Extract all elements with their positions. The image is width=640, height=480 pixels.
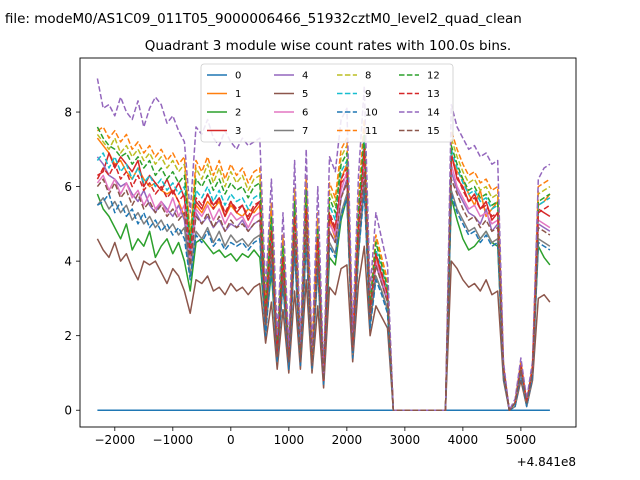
- x-tick-label: 3000: [390, 433, 421, 447]
- legend-label: 2: [235, 108, 241, 119]
- y-tick-label: 4: [64, 255, 72, 269]
- legend-label: 13: [427, 89, 440, 100]
- legend-label: 12: [427, 71, 440, 82]
- x-offset-label: +4.841e8: [517, 455, 576, 469]
- plot-frame: [79, 57, 577, 428]
- series-line-5: [96, 238, 551, 411]
- x-tick-label: −1000: [153, 433, 194, 447]
- chart-title: Quadrant 3 module wise count rates with …: [145, 38, 511, 54]
- series-line-13: [96, 148, 551, 411]
- legend-label: 11: [365, 126, 378, 137]
- legend-label: 1: [235, 89, 241, 100]
- axes-layer: −2000 −1000 0 1000 2000 3000 4000 5000 0 2 4 6 8: [64, 106, 536, 447]
- x-tick-label: −2000: [95, 433, 136, 447]
- series-line-12: [96, 126, 551, 411]
- y-tick-label: 6: [64, 180, 72, 194]
- legend-label: 6: [302, 108, 308, 119]
- legend-box: [200, 63, 454, 143]
- x-tick-label: 2000: [332, 433, 363, 447]
- x-tick-label: 0: [227, 433, 235, 447]
- series-line-15: [96, 170, 551, 411]
- legend-label: 4: [302, 71, 308, 82]
- y-tick-label: 0: [64, 404, 72, 418]
- series-line-14: [96, 78, 551, 411]
- series-line-8: [96, 126, 551, 411]
- legend-label: 10: [365, 108, 378, 119]
- legend-label: 7: [302, 126, 308, 137]
- x-tick-label: 4000: [448, 433, 479, 447]
- legend-label: 14: [427, 108, 440, 119]
- legend-label: 15: [427, 126, 440, 137]
- y-tick-label: 2: [64, 329, 72, 343]
- figure-suptitle: n file: modeM0/AS1C09_011T05_9000006466_…: [0, 11, 522, 27]
- legend-label: 3: [235, 126, 241, 137]
- y-tick-label: 8: [64, 106, 72, 120]
- series-line-10: [96, 189, 551, 411]
- x-tick-label: 1000: [274, 433, 305, 447]
- legend-label: 5: [302, 89, 308, 100]
- legend-label: 0: [235, 71, 241, 82]
- x-tick-label: 5000: [506, 433, 537, 447]
- legend-label: 9: [365, 89, 371, 100]
- legend-label: 8: [365, 71, 371, 82]
- series-layer: [96, 78, 551, 411]
